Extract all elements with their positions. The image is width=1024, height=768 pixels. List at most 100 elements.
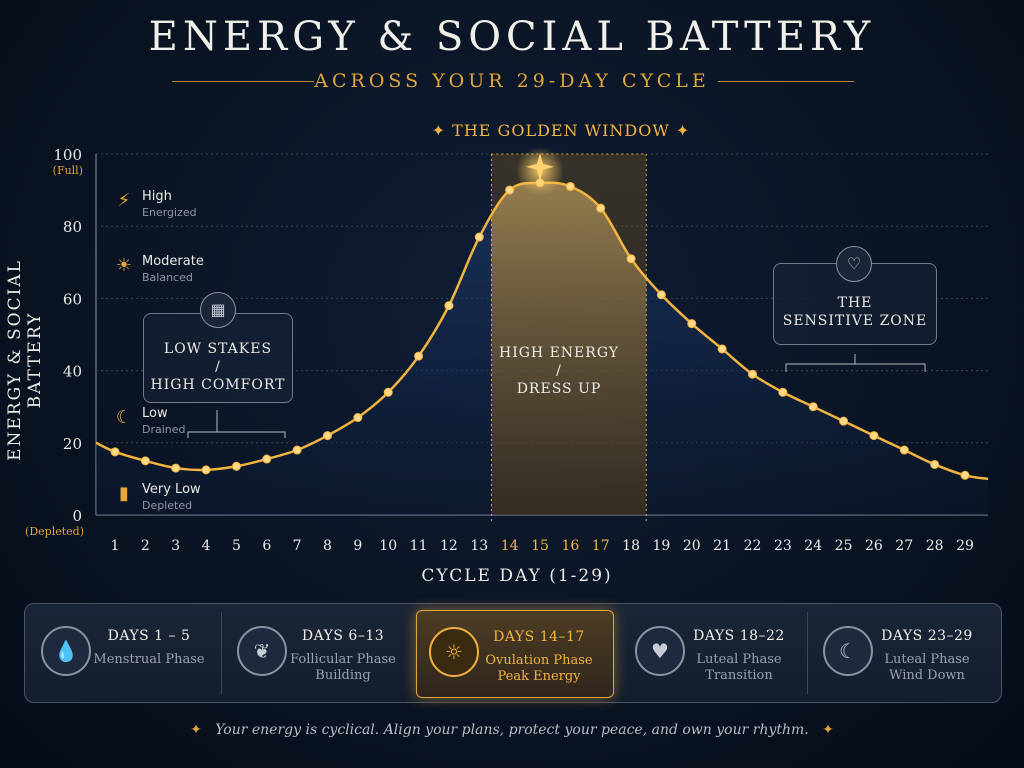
phase-name-text: Follicular Phase [290,652,396,667]
sensitive-line1: THE [837,295,873,311]
x-tick-label: 14 [501,538,519,554]
phase-name-text: Menstrual Phase [93,652,205,667]
data-point [231,461,241,471]
y-tick-label: 20 [63,435,82,453]
shield-heart-icon: ♥ [635,626,685,676]
x-tick-label: 24 [804,538,822,554]
moon-icon: ☾ [115,407,133,428]
high-energy-label: HIGH ENERGY / DRESS UP [480,344,638,398]
data-point [474,232,484,242]
data-point [505,185,515,195]
data-point [171,463,181,473]
x-tick-label: 10 [379,538,397,554]
x-tick-label: 17 [592,538,610,554]
y-tick-label: 40 [63,363,82,381]
sparkle-icon: ✦ [190,722,202,738]
phase-sub-text: Building [315,668,371,683]
data-point [869,431,879,441]
sun-icon: ☼ [429,627,479,677]
x-tick-label: 26 [865,538,883,554]
phase-name: Luteal Phase Transition [669,652,809,684]
x-tick-label: 4 [202,538,211,554]
data-point [930,459,940,469]
sun-icon: ☀ [115,255,133,276]
x-tick-label: 8 [323,538,332,554]
x-axis-label: CYCLE DAY (1-29) [421,566,613,586]
phase-ovulation: ☼ DAYS 14–17 Ovulation Phase Peak Energy [416,610,614,698]
data-point [656,290,666,300]
data-point [383,387,393,397]
phase-divider [807,612,808,694]
x-tick-label: 7 [293,538,302,554]
low-stakes-line1: LOW STAKES [163,341,273,357]
high-energy-line1: HIGH ENERGY [499,345,619,361]
x-tick-label: 5 [232,538,241,554]
data-point [110,447,120,457]
x-tick-label: 18 [622,538,640,554]
sensitive-line2: SENSITIVE ZONE [782,313,928,329]
y-tick-label: 60 [63,290,82,308]
chart-title: ENERGY & SOCIAL BATTERY [148,14,876,60]
x-tick-label: 15 [531,538,549,554]
data-point [717,344,727,354]
data-point [353,413,363,423]
phase-name-text: Luteal Phase [696,652,782,667]
golden-window-text: THE GOLDEN WINDOW [452,121,670,140]
x-tick-label: 9 [353,538,362,554]
subtitle-rule-left [172,81,314,82]
y-tick-sub-full: (Full) [53,164,83,177]
data-point [778,387,788,397]
phase-days: DAYS 23–29 [881,628,973,644]
sparkle-icon: ✦ [822,722,834,738]
y-tick-label: 100 [53,146,82,164]
x-tick-label: 25 [835,538,853,554]
phase-days: DAYS 1 – 5 [107,628,191,644]
phase-name-text: Luteal Phase [884,652,970,667]
x-tick-label: 13 [470,538,488,554]
phase-name-text: Ovulation Phase [485,653,593,668]
phase-luteal-wind-down: ☾ DAYS 23–29 Luteal Phase Wind Down [811,610,997,696]
phase-luteal-transition: ♥ DAYS 18–22 Luteal Phase Transition [623,610,805,696]
legend-low-label: Low [142,406,168,421]
x-tick-label: 27 [895,538,913,554]
chart-subtitle: ACROSS YOUR 29-DAY CYCLE [314,70,710,92]
golden-window-label: ✦ THE GOLDEN WINDOW ✦ [430,121,692,140]
x-tick-label: 21 [713,538,731,554]
x-tick-label: 11 [410,538,428,554]
heart-icon: ♡ [836,246,872,282]
high-energy-line2: / [556,363,562,379]
data-point [414,351,424,361]
lightning-icon: ⚡ [117,190,131,211]
low-stakes-callout: LOW STAKES / HIGH COMFORT [143,313,293,403]
data-point [292,445,302,455]
legend-high-desc: Energized [142,206,197,219]
drop-icon: 💧 [41,626,91,676]
subtitle-block: ACROSS YOUR 29-DAY CYCLE [0,70,1024,94]
phase-sub-text: Peak Energy [497,669,581,684]
data-point [262,454,272,464]
y-tick-label: 0 [72,507,82,525]
data-point [565,181,575,191]
x-tick-label: 2 [141,538,150,554]
moon-icon: ☾ [823,626,873,676]
x-tick-label: 23 [774,538,792,554]
low-stakes-line2: / [215,359,221,375]
x-tick-label: 28 [926,538,944,554]
footer-text: Your energy is cyclical. Align your plan… [215,722,809,738]
phase-sub-text: Transition [705,668,773,683]
sparkle-icon: ✦ [675,121,691,140]
calendar-icon: ▦ [200,292,236,328]
x-tick-label: 6 [262,538,271,554]
x-tick-label: 19 [653,538,671,554]
data-point [748,369,757,379]
phase-panel: 💧 DAYS 1 – 5 Menstrual Phase ❦ DAYS 6–13… [24,603,1002,703]
sprout-icon: ❦ [237,626,287,676]
data-point [201,465,211,475]
data-point [596,203,606,213]
x-tick-label: 3 [171,538,180,554]
footer-note: ✦ Your energy is cyclical. Align your pl… [0,722,1024,738]
legend-very-low-label: Very Low [142,482,201,497]
x-tick-label: 16 [561,538,579,554]
x-tick-label: 12 [440,538,458,554]
